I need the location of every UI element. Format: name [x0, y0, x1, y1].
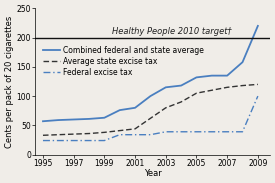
Combined federal and state average: [195, 76, 198, 79]
Federal excise tax: [41, 139, 45, 142]
Combined federal and state average: [149, 95, 152, 97]
Federal excise tax: [241, 131, 244, 133]
Average state excise tax: [210, 89, 213, 91]
Combined federal and state average: [87, 118, 91, 120]
Average state excise tax: [180, 101, 183, 103]
Average state excise tax: [241, 85, 244, 87]
Average state excise tax: [133, 128, 137, 130]
Average state excise tax: [256, 83, 260, 85]
Federal excise tax: [57, 139, 60, 142]
Combined federal and state average: [133, 107, 137, 109]
Federal excise tax: [149, 134, 152, 136]
Federal excise tax: [256, 95, 260, 97]
Combined federal and state average: [226, 74, 229, 77]
Average state excise tax: [195, 92, 198, 94]
Combined federal and state average: [41, 120, 45, 122]
X-axis label: Year: Year: [144, 169, 162, 178]
Combined federal and state average: [256, 25, 260, 27]
Average state excise tax: [87, 132, 91, 135]
Federal excise tax: [226, 131, 229, 133]
Line: Federal excise tax: Federal excise tax: [43, 96, 258, 141]
Federal excise tax: [103, 139, 106, 142]
Federal excise tax: [133, 134, 137, 136]
Federal excise tax: [164, 131, 167, 133]
Line: Average state excise tax: Average state excise tax: [43, 84, 258, 135]
Average state excise tax: [41, 134, 45, 136]
Average state excise tax: [57, 134, 60, 136]
Federal excise tax: [180, 131, 183, 133]
Y-axis label: Cents per pack of 20 cigarettes: Cents per pack of 20 cigarettes: [5, 15, 14, 148]
Combined federal and state average: [180, 85, 183, 87]
Average state excise tax: [103, 131, 106, 133]
Federal excise tax: [195, 131, 198, 133]
Line: Combined federal and state average: Combined federal and state average: [43, 26, 258, 121]
Combined federal and state average: [241, 61, 244, 63]
Federal excise tax: [210, 131, 213, 133]
Legend: Combined federal and state average, Average state excise tax, Federal excise tax: Combined federal and state average, Aver…: [42, 44, 205, 78]
Combined federal and state average: [72, 118, 75, 121]
Combined federal and state average: [210, 74, 213, 77]
Average state excise tax: [149, 117, 152, 119]
Combined federal and state average: [57, 119, 60, 121]
Combined federal and state average: [164, 86, 167, 88]
Average state excise tax: [226, 86, 229, 88]
Average state excise tax: [72, 133, 75, 135]
Combined federal and state average: [118, 109, 121, 111]
Average state excise tax: [118, 130, 121, 132]
Federal excise tax: [118, 134, 121, 136]
Combined federal and state average: [103, 117, 106, 119]
Federal excise tax: [72, 139, 75, 142]
Average state excise tax: [164, 107, 167, 109]
Federal excise tax: [87, 139, 91, 142]
Text: Healthy People 2010 target†: Healthy People 2010 target†: [112, 27, 232, 36]
